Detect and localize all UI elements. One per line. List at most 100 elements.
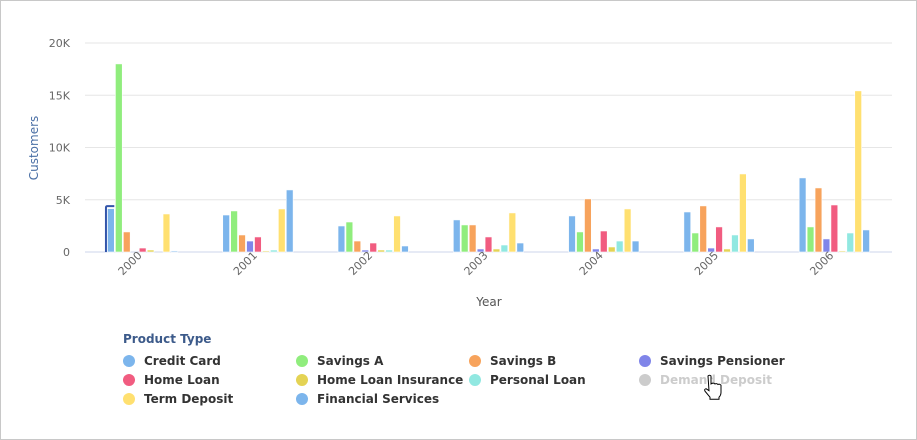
- bar-home-loan-insurance-2006[interactable]: [838, 250, 847, 253]
- legend-item-financial-services[interactable]: Financial Services: [296, 390, 469, 408]
- bar-term-deposit-2001[interactable]: [278, 208, 286, 253]
- bar-savings-a-2001[interactable]: [230, 210, 238, 253]
- bar-savings-b-2001[interactable]: [238, 234, 246, 253]
- bar-financial-services-2002[interactable]: [401, 245, 409, 253]
- bar-personal-loan-2002[interactable]: [385, 249, 393, 253]
- y-tick-label: 10K: [49, 142, 71, 155]
- bar-term-deposit-2004[interactable]: [623, 208, 632, 253]
- bar-savings-a-2000[interactable]: [115, 63, 123, 253]
- bar-home-loan-2001[interactable]: [254, 236, 262, 253]
- bar-personal-loan-2004[interactable]: [615, 240, 624, 253]
- bar-financial-services-2001[interactable]: [285, 189, 294, 253]
- legend-label: Savings B: [490, 354, 557, 368]
- bar-credit-card-2004[interactable]: [568, 215, 576, 253]
- bar-home-loan-insurance-2002[interactable]: [377, 249, 385, 253]
- y-tick-label: 15K: [49, 89, 71, 102]
- bar-credit-card-2006[interactable]: [798, 177, 807, 253]
- legend-item-home-loan[interactable]: Home Loan: [123, 371, 296, 389]
- legend-marker-icon: [123, 355, 135, 367]
- bar-home-loan-insurance-2000[interactable]: [146, 249, 155, 253]
- bar-savings-pensioner-2004[interactable]: [592, 248, 600, 253]
- bar-personal-loan-2006[interactable]: [846, 232, 854, 253]
- bar-savings-a-2002[interactable]: [345, 221, 354, 253]
- bar-home-loan-insurance-2003[interactable]: [492, 248, 501, 253]
- bar-savings-pensioner-2003[interactable]: [476, 248, 485, 253]
- bar-credit-card-2001[interactable]: [222, 214, 230, 253]
- legend-marker-icon: [469, 374, 481, 386]
- legend-title: Product Type: [123, 332, 212, 346]
- bar-savings-pensioner-2005[interactable]: [707, 247, 715, 253]
- legend-marker-icon: [296, 374, 308, 386]
- legend-marker-icon: [639, 355, 651, 367]
- bar-financial-services-2005[interactable]: [747, 238, 755, 253]
- legend-item-credit-card[interactable]: Credit Card: [123, 352, 296, 370]
- bar-term-deposit-2003[interactable]: [508, 212, 517, 253]
- x-tick-label: 2000: [116, 249, 145, 278]
- bar-credit-card-2005[interactable]: [683, 211, 692, 253]
- bar-home-loan-insurance-2004[interactable]: [608, 246, 616, 253]
- bar-personal-loan-2001[interactable]: [270, 249, 278, 253]
- bar-home-loan-2000[interactable]: [138, 247, 147, 253]
- bar-term-deposit-2002[interactable]: [393, 215, 401, 253]
- bar-personal-loan-2005[interactable]: [731, 234, 739, 253]
- bar-financial-services-2000[interactable]: [170, 250, 179, 253]
- legend-marker-icon: [469, 355, 481, 367]
- x-tick-label: 2003: [462, 249, 491, 278]
- bar-term-deposit-2005[interactable]: [739, 173, 747, 253]
- x-tick-label: 2002: [346, 249, 375, 278]
- bar-savings-b-2003[interactable]: [468, 224, 477, 253]
- bar-home-loan-insurance-2001[interactable]: [262, 250, 270, 253]
- bar-savings-a-2003[interactable]: [460, 224, 469, 253]
- bar-savings-pensioner-2001[interactable]: [246, 240, 254, 253]
- y-tick-label: 5K: [56, 194, 71, 207]
- bar-home-loan-2004[interactable]: [600, 230, 608, 253]
- x-axis-ticks: 2000 2001 2002 2003 2004 2005 2006: [116, 249, 837, 278]
- bar-personal-loan-2003[interactable]: [500, 244, 509, 253]
- bar-savings-b-2004[interactable]: [584, 198, 592, 253]
- legend-label: Term Deposit: [144, 392, 234, 406]
- bar-financial-services-2006[interactable]: [862, 229, 870, 253]
- bar-savings-a-2004[interactable]: [576, 231, 584, 253]
- legend-marker-icon: [639, 374, 651, 386]
- legend-item-personal-loan[interactable]: Personal Loan: [469, 371, 639, 389]
- bar-credit-card-2002[interactable]: [337, 225, 346, 253]
- legend-item-savings-pensioner[interactable]: Savings Pensioner: [639, 352, 809, 370]
- bar-savings-b-2000[interactable]: [123, 231, 131, 253]
- bar-home-loan-2002[interactable]: [369, 242, 377, 253]
- bar-term-deposit-2006[interactable]: [854, 90, 862, 253]
- bar-home-loan-insurance-2005[interactable]: [723, 248, 731, 253]
- bar-credit-card-2000[interactable]: [107, 208, 115, 253]
- x-tick-label: 2005: [692, 249, 721, 278]
- x-tick-label: 2006: [807, 249, 836, 278]
- bar-savings-a-2006[interactable]: [806, 226, 815, 253]
- bar-credit-card-2003[interactable]: [453, 219, 461, 253]
- legend-label: Savings A: [317, 354, 384, 368]
- bar-hover-outline: [104, 205, 115, 252]
- bar-savings-b-2006[interactable]: [814, 187, 823, 253]
- bar-financial-services-2004[interactable]: [631, 240, 640, 253]
- bar-financial-services-2003[interactable]: [516, 242, 524, 253]
- legend-label: Home Loan Insurance: [317, 373, 464, 387]
- legend-item-savings-a[interactable]: Savings A: [296, 352, 469, 370]
- bar-savings-b-2002[interactable]: [353, 240, 362, 253]
- x-tick-label: 2004: [577, 249, 606, 278]
- gridlines: [85, 42, 892, 253]
- bar-home-loan-2006[interactable]: [830, 204, 839, 253]
- legend-item-term-deposit[interactable]: Term Deposit: [123, 390, 296, 408]
- bar-term-deposit-2000[interactable]: [162, 213, 171, 253]
- legend-item-home-loan-insurance[interactable]: Home Loan Insurance: [296, 371, 469, 389]
- bar-savings-a-2005[interactable]: [691, 232, 699, 253]
- x-tick-label: 2001: [231, 249, 260, 278]
- bar-savings-pensioner-2006[interactable]: [822, 238, 831, 253]
- legend-item-savings-b[interactable]: Savings B: [469, 352, 639, 370]
- bar-savings-b-2005[interactable]: [699, 205, 707, 253]
- legend-label: Demand Deposit: [660, 373, 772, 387]
- hand-cursor-icon: [704, 374, 722, 400]
- bar-home-loan-2005[interactable]: [715, 226, 723, 253]
- bar-savings-pensioner-2002[interactable]: [361, 249, 369, 253]
- bar-home-loan-2003[interactable]: [484, 236, 493, 253]
- legend-item-demand-deposit[interactable]: Demand Deposit: [639, 371, 809, 389]
- legend-marker-icon: [296, 393, 308, 405]
